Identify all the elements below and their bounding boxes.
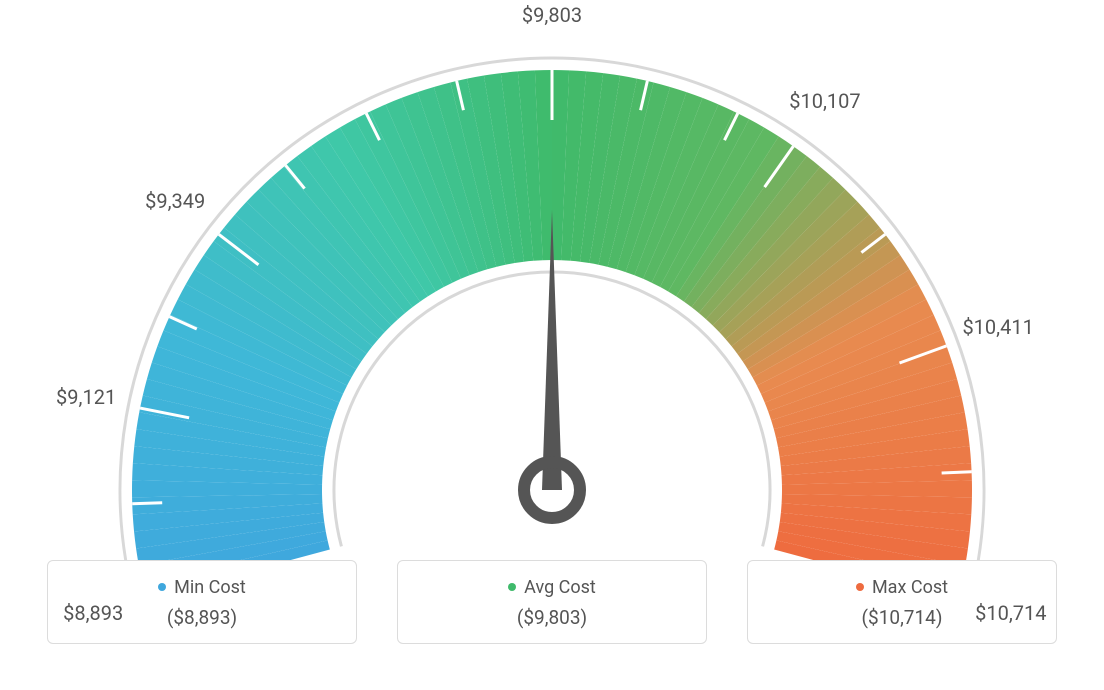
gauge-tick [132, 503, 162, 504]
gauge-tick-label: $9,803 [522, 3, 582, 27]
gauge-tick-label: $10,411 [962, 315, 1033, 339]
gauge-tick-label: $8,893 [63, 601, 123, 625]
gauge-tick-label: $10,107 [789, 89, 860, 113]
gauge-tick-label: $10,714 [975, 601, 1046, 625]
legend-row: Min Cost ($8,893) Avg Cost ($9,803) Max … [0, 560, 1104, 644]
gauge-svg [0, 0, 1104, 560]
gauge-tick-label: $9,121 [56, 385, 116, 409]
avg-cost-value: ($9,803) [398, 606, 706, 629]
gauge-tick-label: $9,349 [145, 189, 205, 213]
max-cost-label: Max Cost [748, 577, 1056, 598]
gauge-chart: $8,893$9,121$9,349$9,803$10,107$10,411$1… [0, 0, 1104, 560]
avg-cost-card: Avg Cost ($9,803) [397, 560, 707, 644]
gauge-tick [942, 472, 972, 473]
avg-cost-label: Avg Cost [398, 577, 706, 598]
min-cost-label: Min Cost [48, 577, 356, 598]
